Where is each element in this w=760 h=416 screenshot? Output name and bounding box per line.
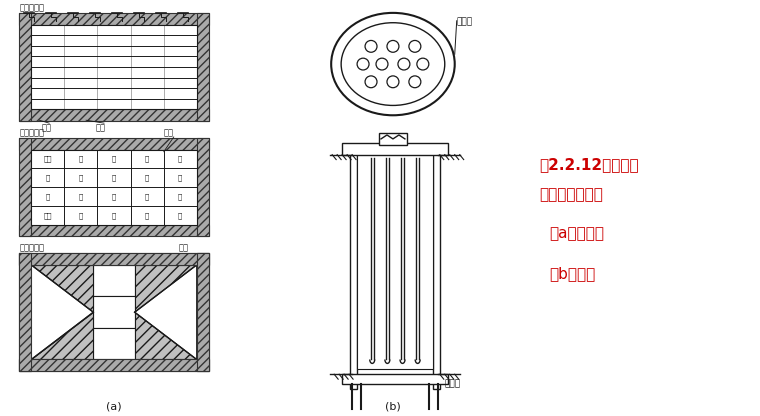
Bar: [31, 25, 197, 109]
Polygon shape: [31, 265, 93, 359]
Text: 砂: 砂: [178, 212, 182, 218]
Polygon shape: [135, 312, 197, 359]
Circle shape: [357, 58, 369, 70]
Circle shape: [398, 58, 410, 70]
Text: 砂: 砂: [178, 156, 182, 162]
Text: 砂: 砂: [145, 174, 149, 181]
Bar: [31, 265, 197, 359]
Text: 砂: 砂: [79, 174, 83, 181]
Bar: [19, 225, 209, 236]
Text: 砂: 砂: [112, 174, 116, 181]
Circle shape: [365, 76, 377, 88]
Bar: [197, 253, 209, 371]
Bar: [342, 143, 448, 155]
Bar: [19, 109, 209, 121]
Bar: [93, 265, 135, 297]
Text: 岩面: 岩面: [96, 123, 106, 132]
Text: 砂: 砂: [79, 156, 83, 162]
Text: 砂: 砂: [145, 212, 149, 218]
Ellipse shape: [331, 13, 454, 115]
Polygon shape: [135, 265, 197, 359]
Text: 砂: 砂: [145, 156, 149, 162]
Ellipse shape: [341, 23, 445, 105]
Circle shape: [376, 58, 388, 70]
Bar: [197, 253, 209, 371]
Text: 水: 水: [178, 193, 182, 200]
Polygon shape: [31, 265, 93, 312]
Text: （a）矩形；: （a）矩形；: [549, 227, 604, 242]
Polygon shape: [135, 265, 197, 312]
Text: 砂: 砂: [145, 193, 149, 200]
Bar: [197, 13, 209, 121]
Bar: [19, 359, 209, 371]
Bar: [93, 297, 135, 328]
Text: 砂: 砂: [46, 193, 50, 200]
Text: 砂: 砂: [79, 193, 83, 200]
Bar: [19, 253, 209, 265]
Text: 砾土: 砾土: [43, 156, 52, 162]
Text: 连续墙: 连续墙: [457, 18, 473, 27]
Circle shape: [387, 76, 399, 88]
Text: 砾土: 砾土: [43, 212, 52, 218]
Bar: [19, 13, 31, 121]
Bar: [357, 153, 432, 369]
Bar: [31, 150, 197, 225]
Text: 底板: 底板: [41, 123, 51, 132]
Text: 砂: 砂: [112, 212, 116, 218]
Bar: [19, 253, 31, 371]
Bar: [432, 153, 440, 389]
Bar: [19, 359, 209, 371]
Bar: [350, 153, 357, 389]
Circle shape: [409, 40, 421, 52]
Polygon shape: [31, 312, 93, 359]
Circle shape: [387, 40, 399, 52]
Text: 地下连续墙: 地下连续墙: [19, 3, 44, 12]
Text: (a): (a): [106, 402, 122, 412]
Bar: [19, 253, 31, 371]
Bar: [19, 253, 209, 265]
Text: (b): (b): [385, 402, 401, 412]
Text: 连续墙基础类型: 连续墙基础类型: [540, 187, 603, 202]
Text: 地下连续墙: 地下连续墙: [19, 128, 44, 137]
Bar: [197, 138, 209, 236]
Bar: [93, 328, 135, 359]
Text: 连续墙: 连续墙: [445, 379, 461, 388]
Bar: [342, 374, 448, 384]
Bar: [19, 138, 209, 150]
Text: 支撑: 支撑: [179, 243, 188, 252]
Bar: [19, 138, 31, 236]
Bar: [19, 13, 209, 25]
Circle shape: [417, 58, 429, 70]
Text: 砂: 砂: [112, 156, 116, 162]
Text: 水: 水: [178, 174, 182, 181]
Text: 图2.2.12部分地下: 图2.2.12部分地下: [540, 158, 639, 173]
Circle shape: [409, 76, 421, 88]
Circle shape: [365, 40, 377, 52]
Text: 地下连续墙: 地下连续墙: [19, 243, 44, 252]
Text: 隔墙: 隔墙: [164, 128, 174, 137]
Text: （b）圆形: （b）圆形: [549, 266, 596, 281]
Bar: [379, 133, 407, 145]
Text: 砂: 砂: [112, 193, 116, 200]
Text: 砂: 砂: [46, 174, 50, 181]
Text: 砂: 砂: [79, 212, 83, 218]
